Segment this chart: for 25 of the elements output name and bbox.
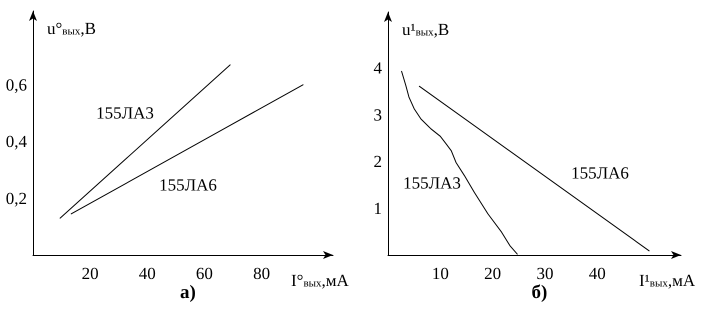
y-axis-title: u°вых,В bbox=[47, 19, 96, 38]
series-label: 155ЛА3 bbox=[96, 104, 154, 122]
x-tick-label: 20 bbox=[484, 264, 502, 283]
x-tick-label: 60 bbox=[196, 264, 213, 283]
y-tick-label: 4 bbox=[374, 58, 382, 78]
y-tick-label: 3 bbox=[374, 105, 382, 124]
y-tick-label: 0,6 bbox=[6, 75, 27, 94]
x-tick-label: 30 bbox=[536, 264, 554, 283]
text: б) bbox=[532, 282, 548, 303]
y-axis-title: u¹вых,В bbox=[402, 20, 450, 39]
x-tick-label: 20 bbox=[82, 264, 99, 283]
x-axis-title: I¹вых,мА bbox=[639, 271, 696, 290]
series-label: 155ЛА6 bbox=[571, 164, 629, 182]
series-label: 155ЛА6 bbox=[159, 176, 217, 194]
x-tick-label: 40 bbox=[588, 264, 606, 283]
y-tick-label: 0,2 bbox=[6, 188, 27, 208]
x-axis-title: I°вых,мА bbox=[291, 271, 350, 290]
y-tick-label: 0,4 bbox=[6, 132, 28, 152]
y-tick-label: 1 bbox=[374, 198, 382, 218]
series-label: 155ЛА3 bbox=[403, 174, 461, 192]
y-tick-label: 2 bbox=[374, 152, 382, 172]
x-tick-label: 80 bbox=[253, 264, 270, 283]
x-tick-label: 10 bbox=[432, 264, 449, 283]
x-tick-label: 40 bbox=[138, 264, 156, 283]
text: а) bbox=[180, 282, 196, 303]
